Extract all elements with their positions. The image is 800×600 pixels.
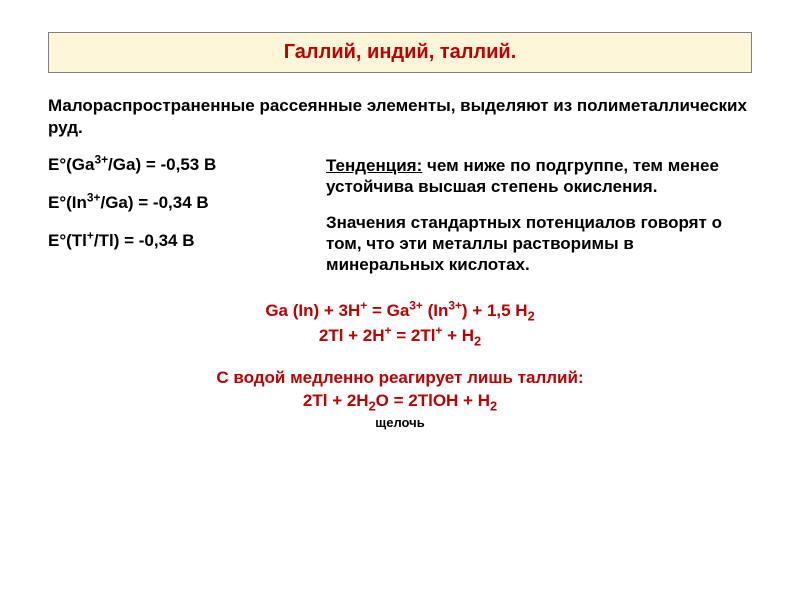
water-equation: 2Tl + 2H2O = 2TlOH + H2 bbox=[48, 390, 752, 413]
trend-paragraph: Тенденция: чем ниже по подгруппе, тем ме… bbox=[326, 155, 752, 198]
equations-block: Ga (In) + 3H+ = Ga3+ (In3+) + 1,5 H2 2Tl… bbox=[48, 299, 752, 348]
equation-2: 2Tl + 2H+ = 2Tl+ + H2 bbox=[48, 324, 752, 349]
notes-column: Тенденция: чем ниже по подгруппе, тем ме… bbox=[326, 155, 752, 289]
slide-title: Галлий, индий, таллий. bbox=[284, 41, 517, 63]
water-block: С водой медленно реагирует лишь таллий: … bbox=[48, 367, 752, 413]
alkali-label: щелочь bbox=[48, 415, 752, 430]
trend-label: Тенденция: bbox=[326, 156, 422, 175]
slide: Галлий, индий, таллий. Малораспространен… bbox=[0, 0, 800, 600]
title-box: Галлий, индий, таллий. bbox=[48, 32, 752, 73]
potentials-note: Значения стандартных потенциалов говорят… bbox=[326, 212, 752, 276]
intro-text: Малораспространенные рассеянные элементы… bbox=[48, 95, 752, 139]
potential-tl: E°(Tl+/Tl) = -0,34 В bbox=[48, 231, 298, 251]
potential-ga: E°(Ga3+/Ga) = -0,53 В bbox=[48, 155, 298, 175]
water-note-text: С водой медленно реагирует лишь таллий: bbox=[48, 367, 752, 390]
two-column-block: E°(Ga3+/Ga) = -0,53 В E°(In3+/Ga) = -0,3… bbox=[48, 155, 752, 289]
potential-in: E°(In3+/Ga) = -0,34 В bbox=[48, 193, 298, 213]
potentials-column: E°(Ga3+/Ga) = -0,53 В E°(In3+/Ga) = -0,3… bbox=[48, 155, 298, 289]
equation-1: Ga (In) + 3H+ = Ga3+ (In3+) + 1,5 H2 bbox=[48, 299, 752, 324]
